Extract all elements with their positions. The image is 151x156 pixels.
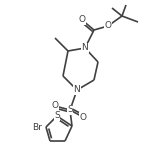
- Text: S: S: [67, 105, 73, 115]
- Text: Br: Br: [32, 122, 42, 132]
- Text: S: S: [54, 112, 60, 120]
- Text: O: O: [79, 15, 85, 24]
- Text: O: O: [79, 112, 87, 122]
- Text: O: O: [104, 22, 111, 31]
- Text: N: N: [82, 44, 88, 53]
- Text: N: N: [74, 85, 80, 95]
- Text: O: O: [51, 102, 58, 110]
